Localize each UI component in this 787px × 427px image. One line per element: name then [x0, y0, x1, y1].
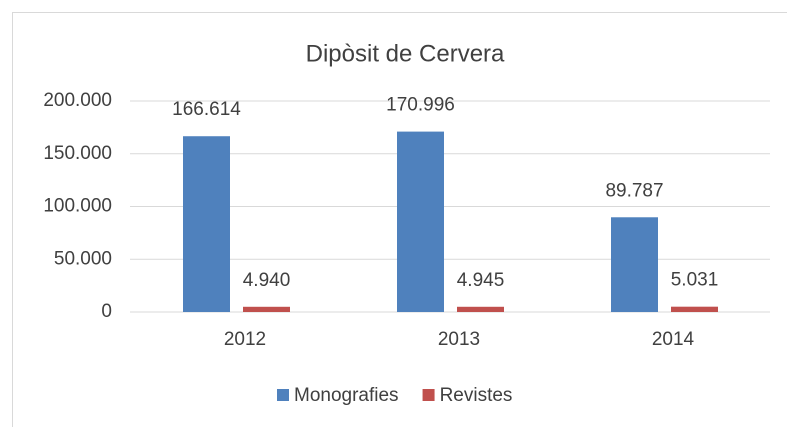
bar [457, 306, 504, 312]
data-label: 166.614 [172, 99, 241, 120]
x-tick-label: 2012 [224, 329, 266, 350]
data-label: 170.996 [386, 95, 455, 116]
x-tick-label: 2014 [652, 329, 695, 350]
x-tick-label: 2013 [438, 329, 480, 350]
legend-swatch [277, 389, 289, 401]
chart-title: Dipòsit de Cervera [306, 40, 505, 67]
legend-swatch [422, 389, 435, 401]
y-tick-label: 100.000 [43, 196, 112, 217]
bar [671, 306, 718, 312]
data-label: 89.787 [605, 180, 663, 201]
data-label: 5.031 [671, 270, 719, 291]
data-label: 4.945 [457, 270, 505, 291]
y-tick-label: 150.000 [43, 143, 112, 164]
bar [611, 217, 658, 312]
legend-label: Revistes [440, 385, 513, 406]
bar [183, 136, 230, 312]
bar [243, 306, 290, 312]
y-tick-label: 200.000 [43, 90, 112, 111]
legend-label: Monografies [294, 385, 399, 406]
y-tick-label: 0 [101, 301, 112, 322]
data-label: 4.940 [243, 270, 291, 291]
bar [397, 131, 444, 312]
y-tick-label: 50.000 [54, 248, 112, 269]
